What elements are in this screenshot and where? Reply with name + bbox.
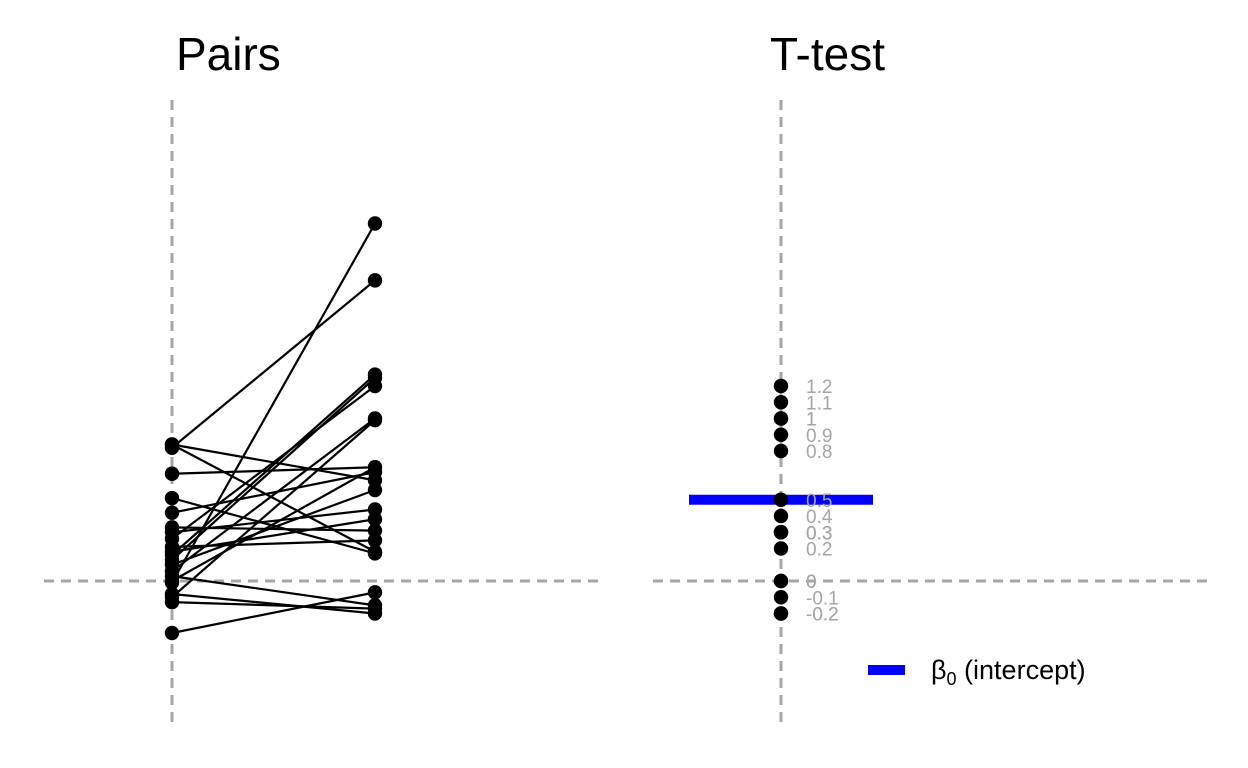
ttest-value-label: -0.2 [806, 605, 839, 626]
pair-line [171, 592, 376, 615]
pair-line [171, 471, 376, 514]
legend: β0 (intercept) [868, 655, 1086, 689]
pair-end-point [367, 585, 383, 600]
pair-line [171, 279, 376, 449]
ttest-value-label: 1 [806, 410, 817, 431]
ttest-point [773, 443, 789, 459]
pairs-panel-title: Pairs [176, 28, 281, 80]
pair-line [171, 417, 376, 573]
ttest-point [773, 411, 789, 426]
ttest-value-label: 0.3 [806, 523, 832, 544]
legend-beta: β [931, 655, 947, 685]
ttest-value-label: 1.1 [806, 393, 832, 414]
ttest-value-label: 0 [806, 572, 817, 593]
pair-line [171, 488, 376, 566]
ttest-point [773, 492, 789, 507]
pair-start-point [164, 466, 180, 481]
pair-end-point [367, 273, 383, 288]
pair-line [171, 575, 376, 607]
ttest-panel-title: T-test [770, 28, 885, 80]
pair-line [171, 443, 376, 553]
pair-line [171, 466, 376, 475]
pair-end-point [367, 482, 383, 498]
ttest-point [773, 606, 789, 621]
ttest-value-label: 0.9 [806, 426, 832, 447]
pair-line [171, 373, 376, 556]
ttest-value-label: 0.4 [806, 507, 833, 528]
ttest-point [773, 508, 789, 524]
ttest-panel: 1.21.1110.90.80.50.40.30.30.30.200-0.1-0… [653, 100, 1212, 722]
ttest-value-label: 1.2 [806, 377, 832, 398]
ttest-value-label: -0.2 [806, 605, 839, 626]
pairs-panel [44, 100, 598, 722]
ttest-value-label: 0.3 [806, 523, 832, 544]
ttest-point [773, 378, 789, 394]
ttest-value-label: 0.2 [806, 540, 832, 561]
ttest-point [773, 427, 789, 442]
pair-start-point [164, 490, 180, 506]
pair-end-point [367, 533, 383, 548]
pair-line [171, 419, 376, 599]
ttest-value-label: -0.1 [806, 588, 839, 609]
legend-suffix: (intercept) [957, 655, 1086, 685]
pair-line [171, 497, 376, 555]
ttest-point [773, 525, 789, 540]
pair-line [171, 466, 376, 582]
pair-start-point [164, 594, 180, 610]
pair-line [171, 377, 376, 561]
ttest-point [773, 395, 789, 410]
ttest-point [773, 573, 789, 589]
ttest-value-label: 1 [806, 410, 817, 431]
legend-label: β0 (intercept) [931, 655, 1086, 689]
ttest-value-label: 0.3 [806, 523, 832, 544]
ttest-value-label: 0.8 [806, 442, 832, 463]
pair-end-point [367, 216, 383, 231]
pair-start-point [164, 505, 180, 520]
pair-start-point [164, 437, 180, 452]
pair-end-point [367, 601, 383, 616]
pair-start-point [164, 625, 180, 641]
legend-subscript: 0 [947, 669, 957, 689]
pair-line [171, 385, 376, 540]
pair-end-point [367, 370, 383, 386]
pair-end-point [367, 460, 383, 475]
ttest-point [773, 590, 789, 605]
pair-line [171, 591, 376, 635]
legend-intercept-swatch [868, 665, 905, 675]
ttest-value-label: 0.5 [806, 491, 832, 512]
ttest-value-label: 0 [806, 572, 817, 593]
pair-start-point [164, 573, 180, 589]
pair-line [171, 222, 376, 584]
ttest-point [773, 541, 789, 556]
pair-end-point [367, 512, 383, 527]
pair-end-point [367, 412, 383, 428]
pair-end-point [367, 546, 383, 561]
pair-line [171, 601, 376, 610]
